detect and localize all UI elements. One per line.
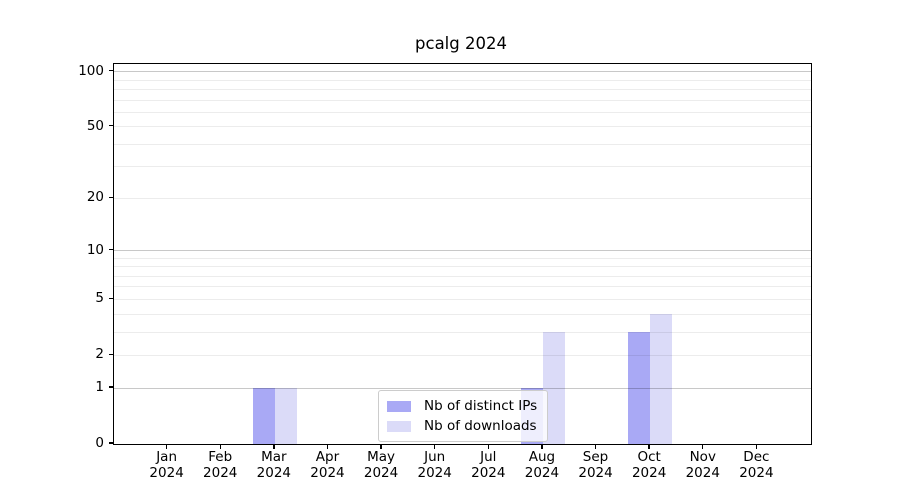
y-tick-mark-2 <box>109 353 113 356</box>
bar-distinct-ips-oct <box>628 332 651 444</box>
minor-gridline-20 <box>114 197 811 199</box>
y-tick-mark-5 <box>109 297 113 300</box>
bar-downloads-aug <box>542 332 565 444</box>
x-tick-mark-nov <box>702 444 704 449</box>
chart-title: pcalg 2024 <box>415 34 507 53</box>
x-tick-label-mar: Mar 2024 <box>256 449 292 481</box>
x-tick-label-oct: Oct 2024 <box>631 449 667 481</box>
minor-gridline-5 <box>114 298 811 300</box>
minor-gridline-50 <box>114 126 811 128</box>
x-tick-mark-jan <box>165 444 168 449</box>
minor-gridline-60 <box>114 111 811 113</box>
y-tick-mark-0 <box>109 442 113 444</box>
y-tick-label-50: 50 <box>86 117 104 134</box>
minor-gridline-9 <box>114 257 811 259</box>
x-tick-label-sep: Sep 2024 <box>578 449 613 481</box>
x-tick-label-feb: Feb 2024 <box>203 449 238 481</box>
plot-area: Nb of distinct IPs Nb of downloads <box>113 63 812 445</box>
major-gridline-100 <box>114 71 811 73</box>
y-tick-mark-100 <box>109 69 113 72</box>
minor-gridline-80 <box>114 88 811 90</box>
minor-gridline-6 <box>114 286 811 288</box>
y-tick-label-2: 2 <box>95 346 104 363</box>
y-tick-mark-1 <box>109 386 113 388</box>
minor-gridline-90 <box>114 79 811 81</box>
x-tick-mark-sep <box>594 444 597 449</box>
x-tick-mark-may <box>380 444 382 449</box>
x-tick-label-jan: Jan 2024 <box>149 449 184 481</box>
x-tick-label-may: May 2024 <box>363 449 399 481</box>
y-tick-label-0: 0 <box>95 435 104 451</box>
legend-label-downloads: Nb of downloads <box>424 418 537 434</box>
y-tick-label-1: 1 <box>95 379 104 396</box>
minor-gridline-3 <box>114 331 811 333</box>
y-tick-label-5: 5 <box>95 290 104 307</box>
x-tick-label-jul: Jul 2024 <box>471 449 506 481</box>
minor-gridline-8 <box>114 266 811 268</box>
y-tick-label-10: 10 <box>86 241 104 258</box>
x-tick-label-apr: Apr 2024 <box>310 449 345 481</box>
legend-label-distinct-ips: Nb of distinct IPs <box>424 398 538 414</box>
minor-gridline-30 <box>114 166 811 168</box>
x-tick-mark-oct <box>648 444 650 449</box>
legend-item-downloads: Nb of downloads <box>387 418 537 434</box>
legend-swatch-downloads-icon <box>387 420 411 432</box>
x-tick-mark-jul <box>487 444 489 449</box>
y-tick-label-100: 100 <box>78 62 104 79</box>
bar-downloads-oct <box>650 314 672 444</box>
x-tick-mark-feb <box>219 444 221 449</box>
minor-gridline-7 <box>114 275 811 277</box>
minor-gridline-40 <box>114 143 811 145</box>
x-tick-mark-mar <box>273 444 275 449</box>
y-tick-mark-50 <box>109 125 113 127</box>
minor-gridline-2 <box>114 354 811 356</box>
minor-gridline-70 <box>114 99 811 101</box>
y-tick-label-20: 20 <box>86 189 104 206</box>
minor-gridline-4 <box>114 313 811 315</box>
y-tick-mark-10 <box>109 248 113 251</box>
major-gridline-1 <box>114 387 811 389</box>
y-tick-mark-20 <box>109 196 113 199</box>
x-tick-mark-aug <box>541 444 543 449</box>
x-tick-label-dec: Dec 2024 <box>739 449 774 481</box>
x-tick-label-jun: Jun 2024 <box>417 449 452 481</box>
bar-downloads-mar <box>274 388 297 444</box>
x-tick-label-nov: Nov 2024 <box>685 449 720 481</box>
x-tick-mark-jun <box>433 444 436 449</box>
major-gridline-10 <box>114 250 811 252</box>
legend-item-distinct-ips: Nb of distinct IPs <box>387 398 537 414</box>
bar-distinct-ips-mar <box>253 388 275 444</box>
legend-swatch-distinct-ips-icon <box>387 400 411 412</box>
x-tick-mark-dec <box>755 444 758 449</box>
legend: Nb of distinct IPs Nb of downloads <box>378 390 549 442</box>
x-tick-mark-apr <box>326 444 329 449</box>
x-tick-label-aug: Aug 2024 <box>524 449 560 481</box>
